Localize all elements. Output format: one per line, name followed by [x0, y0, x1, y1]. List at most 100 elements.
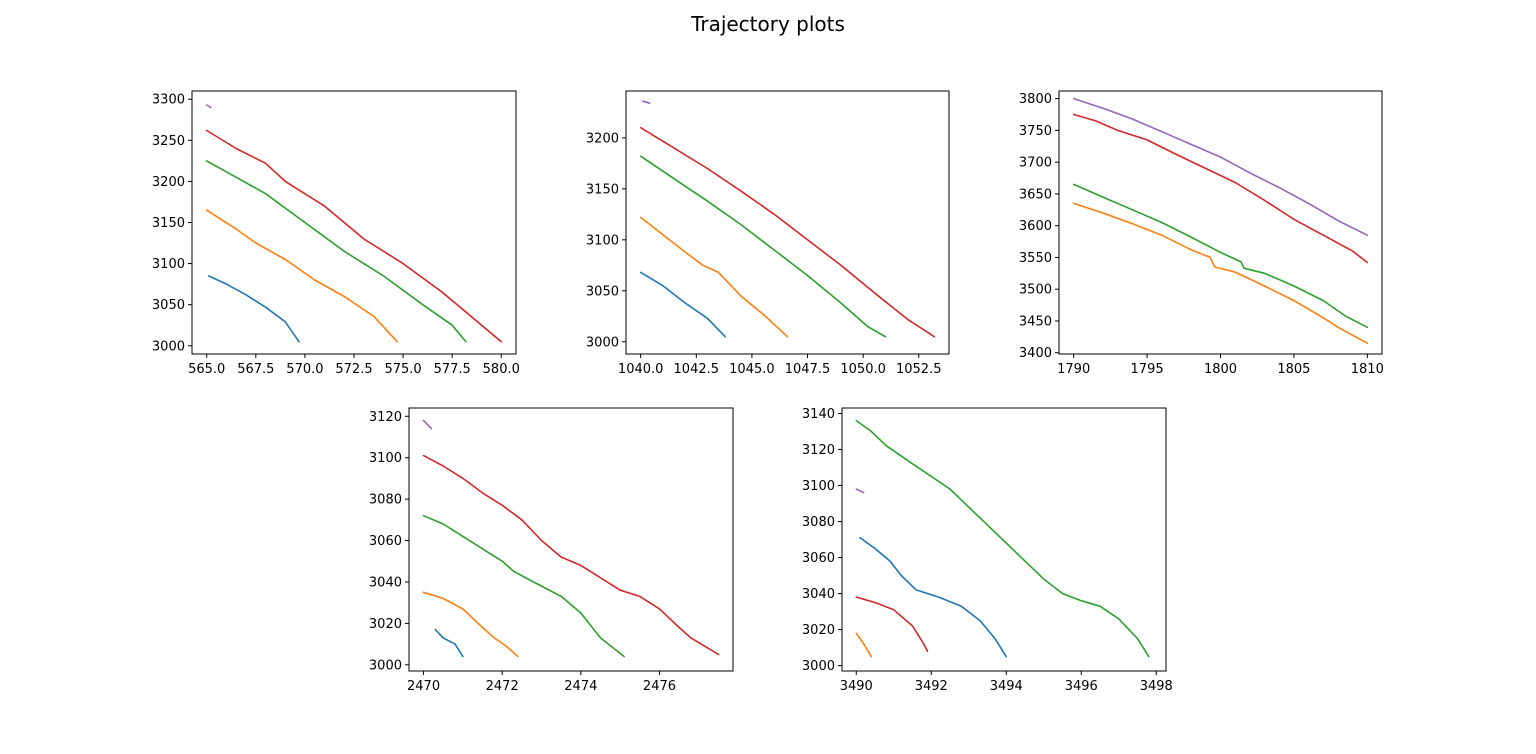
y-tick-label: 3500 — [1019, 283, 1052, 298]
x-tick-label: 570.0 — [286, 362, 323, 377]
y-tick-label: 3800 — [1019, 92, 1052, 107]
x-tick-label: 3496 — [1065, 679, 1098, 694]
y-tick-label: 3060 — [369, 534, 402, 549]
x-tick-label: 577.5 — [434, 362, 471, 377]
x-tick-label: 1042.5 — [674, 362, 720, 377]
series-line-4 — [422, 454, 720, 656]
y-tick-label: 3080 — [369, 493, 402, 508]
series-line-4 — [205, 129, 503, 343]
y-tick-label: 3060 — [802, 551, 835, 566]
y-tick-label: 3020 — [369, 617, 402, 632]
series-line-3 — [1072, 113, 1369, 264]
y-tick-label: 3000 — [152, 339, 185, 354]
x-tick-label: 1800 — [1204, 362, 1237, 377]
subplot-2: 1040.0 1042.5 1045.0 1047.5 1050.0 1052.5 3000… — [586, 90, 950, 377]
y-tick-label: 3050 — [586, 284, 619, 299]
y-tick-label: 3000 — [802, 659, 835, 674]
y-tick-label: 3000 — [586, 335, 619, 350]
series-group — [205, 104, 503, 343]
series-line-2 — [422, 591, 519, 658]
y-tick-label: 3040 — [369, 575, 402, 590]
subplot-4: 2470 2472 2474 2476 3000 3020 3040 3060 3080 3100… — [369, 407, 734, 694]
y-tick-label: 3650 — [1019, 187, 1052, 202]
x-tick-label: 3494 — [990, 679, 1023, 694]
x-tick-label: 572.5 — [335, 362, 372, 377]
y-tick-label: 3050 — [152, 298, 185, 313]
y-tick-label: 3750 — [1019, 124, 1052, 139]
series-group — [1072, 97, 1369, 345]
y-tick-label: 3140 — [802, 407, 835, 422]
x-tick-label: 2470 — [407, 679, 440, 694]
x-tick-label: 3490 — [840, 679, 873, 694]
x-tick-label: 1790 — [1057, 362, 1090, 377]
y-tick-label: 3450 — [1019, 314, 1052, 329]
series-line-3 — [855, 419, 1150, 658]
x-tick-label: 3498 — [1140, 679, 1173, 694]
y-tick-label: 3200 — [152, 175, 185, 190]
subplot-3: 1790 1795 1800 1805 1810 3400 3450 3500 3550 3600… — [1019, 90, 1384, 377]
axes-frame — [841, 407, 1167, 672]
subplot-5: 3490 3492 3494 3496 3498 3000 3020 3040 3060 3080… — [802, 407, 1173, 694]
y-tick-label: 3080 — [802, 515, 835, 530]
axes-frame — [408, 407, 734, 672]
series-line-2 — [205, 209, 399, 343]
series-line-5 — [642, 100, 651, 104]
series-line-4 — [639, 126, 936, 338]
figure-title: Trajectory plots — [690, 12, 845, 36]
y-tick-label: 3100 — [152, 257, 185, 272]
series-line-5 — [205, 104, 212, 109]
series-line-4 — [1072, 97, 1369, 236]
y-tick-label: 3100 — [802, 479, 835, 494]
y-tick-label: 3100 — [369, 451, 402, 466]
x-tick-label: 575.0 — [384, 362, 421, 377]
y-tick-label: 3300 — [152, 93, 185, 108]
y-tick-label: 3120 — [802, 443, 835, 458]
axes-frame — [1058, 90, 1383, 355]
axes-frame — [191, 90, 517, 355]
series-line-2 — [855, 632, 873, 658]
x-tick-label: 2474 — [564, 679, 597, 694]
x-tick-label: 1805 — [1277, 362, 1310, 377]
series-line-3 — [422, 514, 625, 658]
series-line-2 — [639, 216, 789, 338]
series-line-1 — [859, 536, 1008, 658]
series-line-1 — [434, 628, 464, 658]
series-line-1 — [1072, 202, 1369, 345]
series-line-5 — [855, 488, 865, 494]
y-tick-label: 3150 — [586, 182, 619, 197]
y-tick-label: 3120 — [369, 410, 402, 425]
y-tick-label: 3020 — [802, 623, 835, 638]
series-line-2 — [1072, 183, 1369, 329]
subplots: 565.0 567.5 570.0 572.5 575.0 577.5 580.030003… — [152, 90, 1384, 694]
series-line-3 — [639, 155, 887, 338]
series-line-1 — [639, 271, 727, 338]
x-tick-label: 580.0 — [483, 362, 520, 377]
x-tick-label: 1810 — [1351, 362, 1384, 377]
y-tick-label: 3040 — [802, 587, 835, 602]
x-tick-label: 1047.5 — [785, 362, 831, 377]
y-tick-label: 3600 — [1019, 219, 1052, 234]
y-tick-label: 3250 — [152, 134, 185, 149]
x-tick-label: 2476 — [643, 679, 676, 694]
axes-frame — [625, 90, 950, 355]
x-tick-label: 1795 — [1131, 362, 1164, 377]
series-line-1 — [207, 275, 300, 343]
x-tick-label: 1045.0 — [729, 362, 775, 377]
series-line-4 — [855, 596, 929, 653]
series-line-5 — [422, 419, 433, 430]
y-tick-label: 3150 — [152, 216, 185, 231]
y-tick-label: 3700 — [1019, 156, 1052, 171]
y-tick-label: 3000 — [369, 658, 402, 673]
y-tick-label: 3550 — [1019, 251, 1052, 266]
series-group — [639, 100, 936, 338]
subplot-1: 565.0 567.5 570.0 572.5 575.0 577.5 580.0 3000 3… — [152, 90, 520, 377]
x-tick-label: 1052.5 — [896, 362, 942, 377]
x-tick-label: 1040.0 — [618, 362, 664, 377]
x-tick-label: 2472 — [486, 679, 519, 694]
y-tick-label: 3400 — [1019, 346, 1052, 361]
x-tick-label: 1050.0 — [840, 362, 886, 377]
y-tick-label: 3200 — [586, 131, 619, 146]
series-group — [422, 419, 720, 658]
x-tick-label: 3492 — [915, 679, 948, 694]
